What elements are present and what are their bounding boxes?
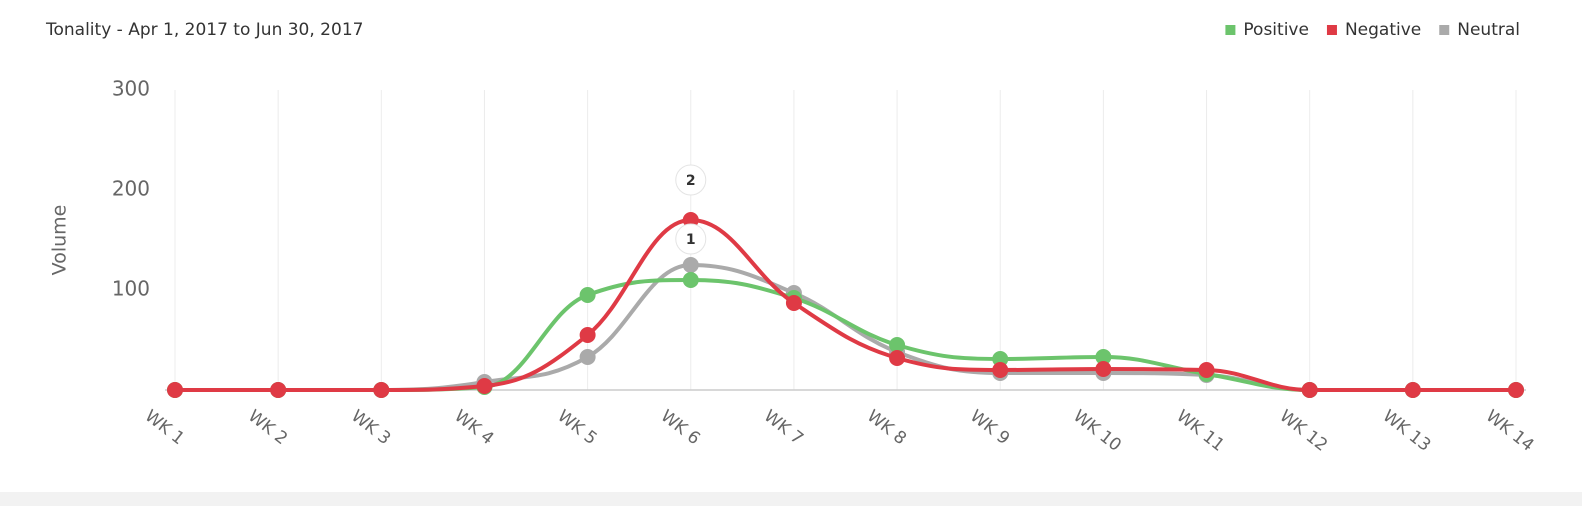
data-point: [1198, 362, 1215, 378]
data-point: [1508, 382, 1524, 398]
legend-label: Neutral: [1457, 20, 1520, 40]
x-tick-label: WK 8: [863, 406, 910, 449]
annotation-bubble: [675, 164, 707, 196]
series: [167, 257, 1524, 398]
data-point: [889, 337, 906, 353]
legend-label: Positive: [1243, 20, 1309, 40]
annotation-label: 1: [686, 232, 696, 248]
data-point: [1404, 382, 1421, 398]
y-axis-title: Volume: [49, 205, 71, 276]
x-tick-label: WK 12: [1276, 406, 1332, 456]
footer-band: [0, 492, 1582, 506]
x-tick-label: WK 2: [244, 406, 291, 449]
y-tick-label: 100: [112, 277, 150, 301]
x-tick-label: WK 13: [1379, 406, 1435, 456]
x-tick-label: WK 14: [1482, 406, 1538, 456]
data-point: [579, 327, 596, 343]
y-tick-label: 200: [112, 177, 150, 201]
data-point: [992, 351, 1009, 367]
legend-swatch: [1225, 25, 1236, 35]
x-tick-label: WK 10: [1069, 406, 1125, 456]
y-tick-label: 300: [112, 77, 150, 101]
data-point: [167, 382, 183, 398]
x-tick-label: WK 1: [141, 406, 188, 449]
data-point: [1095, 361, 1112, 377]
data-point: [579, 287, 596, 303]
data-point: [889, 350, 906, 366]
data-point: [270, 382, 287, 398]
annotation-label: 2: [686, 173, 696, 189]
legend: Neutral Negative Positive: [1225, 20, 1520, 40]
data-point: [682, 257, 699, 273]
x-tick-label: WK 5: [553, 406, 600, 449]
x-tick-label: WK 6: [657, 406, 704, 449]
data-point: [682, 212, 699, 228]
x-tick-label: WK 4: [450, 406, 497, 449]
legend-swatch: [1439, 25, 1450, 35]
data-point: [1095, 349, 1112, 365]
series-line: [175, 262, 1516, 392]
legend-swatch: [1326, 25, 1337, 35]
legend-label: Negative: [1345, 20, 1421, 40]
series: [167, 212, 1524, 398]
data-point: [682, 272, 699, 288]
chart-title: Tonality - Apr 1, 2017 to Jun 30, 2017: [45, 20, 363, 40]
x-tick-label: WK 7: [760, 406, 807, 449]
annotation-bubble: [675, 223, 707, 255]
x-tick-label: WK 11: [1172, 406, 1228, 456]
data-point: [785, 295, 802, 311]
data-point: [373, 382, 390, 398]
data-point: [579, 349, 596, 365]
x-tick-label: WK 9: [966, 406, 1013, 449]
series-line: [175, 217, 1516, 392]
data-point: [476, 378, 493, 394]
data-point: [992, 362, 1009, 378]
data-point: [1301, 382, 1318, 398]
x-tick-label: WK 3: [347, 406, 394, 449]
